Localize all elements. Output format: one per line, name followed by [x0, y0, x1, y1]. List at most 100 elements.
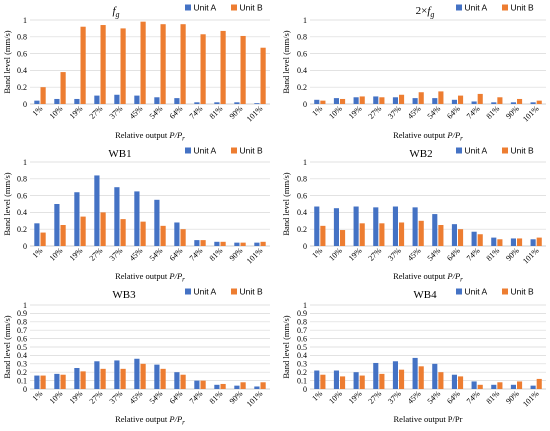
x-tick-label: 10%: [48, 389, 65, 406]
x-axis-label-var: P/P: [168, 130, 182, 140]
bar-unit-b: [477, 384, 483, 389]
bar-unit-b: [477, 234, 483, 246]
legend-swatch-unit-a: [185, 4, 191, 11]
bar-unit-a: [471, 101, 477, 104]
chart-title: WB1: [108, 148, 131, 160]
y-tick-label: 1: [303, 301, 307, 310]
x-tick-label: 101%: [245, 104, 265, 124]
x-axis-label-text: Relative output: [115, 130, 169, 140]
y-tick-label: 0.9: [297, 309, 307, 318]
bar-unit-a: [471, 381, 477, 389]
bar-unit-b: [340, 98, 346, 104]
bar-unit-b: [80, 216, 86, 246]
y-tick-label: 0.6: [297, 334, 307, 343]
bar-unit-b: [180, 229, 186, 246]
x-tick-label: 90%: [504, 246, 521, 263]
bar-unit-b: [536, 378, 542, 389]
y-tick-label: 0: [303, 100, 307, 109]
x-tick-label: 74%: [188, 104, 205, 121]
x-tick-label: 54%: [148, 389, 165, 406]
x-axis-label-subscript: r: [182, 276, 185, 284]
x-axis-label-text: Relative output: [393, 271, 447, 281]
bar-unit-a: [333, 370, 339, 389]
bar-unit-a: [392, 361, 398, 389]
y-tick-label: 0: [23, 385, 27, 394]
bar-unit-a: [530, 102, 536, 104]
x-tick-label: 45%: [128, 246, 145, 263]
x-axis-label-subscript: r: [460, 135, 463, 143]
x-tick-label: 10%: [327, 246, 344, 263]
legend-swatch-unit-b: [231, 4, 237, 11]
x-tick-label: 10%: [327, 104, 344, 121]
bar-unit-b: [477, 93, 483, 104]
bar-unit-a: [74, 98, 80, 104]
bar-unit-b: [220, 30, 226, 105]
bar-unit-a: [34, 100, 40, 104]
bar-unit-b: [80, 371, 86, 389]
x-tick-label: 10%: [48, 246, 65, 263]
bar-unit-a: [74, 192, 80, 246]
x-tick-label: 1%: [310, 389, 324, 403]
bar-unit-a: [214, 241, 220, 246]
x-tick-label: 1%: [310, 104, 324, 118]
chart-title: fg: [112, 5, 119, 19]
chart-panel-2: 2×fg 0 0.2 0.4 0.6 0.8 1 Band level (mm/s) 1% 10%…: [281, 3, 546, 143]
bar-unit-a: [114, 94, 120, 104]
bar-unit-b: [340, 230, 346, 246]
bar-unit-a: [412, 207, 418, 246]
bar-unit-b: [200, 240, 206, 246]
bar-unit-a: [510, 238, 516, 246]
bar-unit-a: [94, 95, 100, 104]
bar-unit-b: [60, 374, 66, 389]
bar-unit-b: [418, 220, 424, 246]
bar-unit-b: [260, 47, 266, 104]
bar-unit-b: [418, 92, 424, 104]
legend-swatch-unit-a: [185, 147, 191, 154]
bar-unit-a: [94, 361, 100, 389]
chart-title: WB2: [409, 148, 432, 160]
bar-unit-b: [80, 26, 86, 104]
legend-label-unit-a: Unit A: [194, 287, 217, 297]
x-axis-label-text: Relative output P/Pr: [394, 414, 463, 424]
bar-unit-b: [120, 368, 126, 389]
y-tick-label: 0.2: [17, 368, 27, 377]
legend-swatch-unit-b: [231, 147, 237, 154]
legend-label-unit-b: Unit B: [511, 287, 534, 297]
y-tick-label: 0: [23, 100, 27, 109]
bar-unit-a: [432, 214, 438, 246]
y-axis-label: Band level (mm/s): [281, 172, 291, 235]
bar-unit-a: [510, 102, 516, 104]
bar-unit-b: [200, 380, 206, 389]
x-axis-label: Relative output P/Pr: [115, 414, 185, 427]
bar-unit-b: [180, 374, 186, 389]
x-tick-label: 37%: [386, 246, 403, 263]
y-axis-label: Band level (mm/s): [281, 30, 291, 93]
y-tick-label: 0.4: [297, 351, 307, 360]
title-main: WB3: [112, 289, 136, 301]
bar-unit-b: [100, 25, 106, 104]
chart-title: 2×fg: [416, 5, 435, 19]
bar-unit-b: [40, 375, 46, 389]
bar-unit-b: [497, 239, 503, 246]
bar-unit-a: [451, 99, 457, 104]
bar-unit-a: [234, 102, 240, 104]
bar-unit-b: [497, 97, 503, 104]
bar-unit-b: [140, 21, 146, 104]
bar-unit-a: [194, 240, 200, 246]
y-axis-label: Band level (mm/s): [2, 172, 12, 235]
bar-unit-a: [373, 362, 379, 389]
bar-unit-b: [458, 95, 464, 104]
x-tick-label: 19%: [347, 104, 364, 121]
x-tick-label: 37%: [108, 104, 125, 121]
x-tick-label: 81%: [485, 246, 502, 263]
y-tick-label: 0.1: [17, 376, 27, 385]
x-tick-label: 81%: [208, 104, 225, 121]
y-tick-label: 0.5: [17, 343, 27, 352]
bar-unit-b: [379, 97, 385, 104]
legend-label-unit-a: Unit A: [194, 3, 217, 13]
bar-unit-a: [451, 224, 457, 246]
x-tick-label: 64%: [168, 389, 185, 406]
legend-label-unit-b: Unit B: [240, 3, 263, 13]
bar-unit-a: [154, 199, 160, 246]
y-tick-label: 0.2: [297, 225, 307, 234]
